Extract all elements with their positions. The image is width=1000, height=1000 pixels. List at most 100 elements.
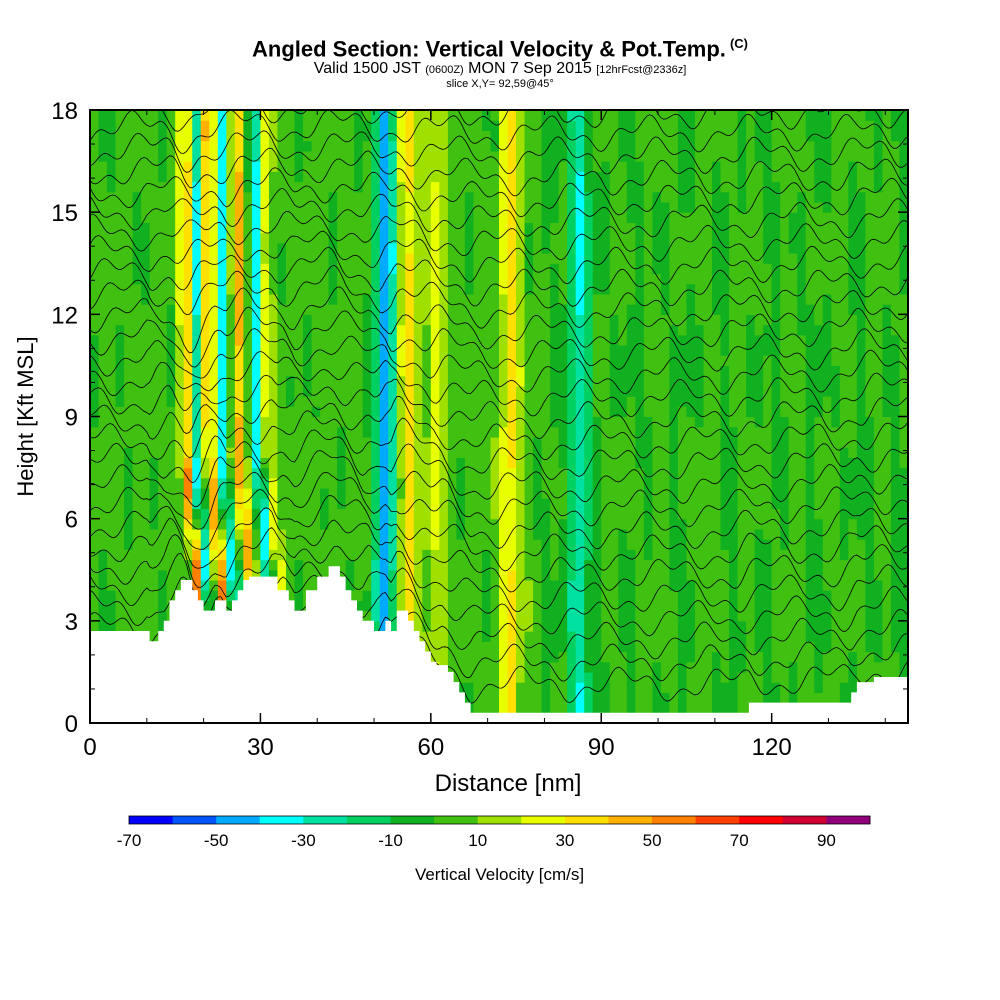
velocity-cell (729, 273, 739, 285)
velocity-cell (149, 273, 159, 285)
velocity-cell (320, 161, 330, 172)
velocity-cell (703, 191, 713, 203)
velocity-cell (754, 651, 764, 663)
velocity-cell (694, 477, 705, 489)
velocity-cell (456, 232, 466, 244)
velocity-cell (209, 508, 219, 520)
velocity-cell (183, 283, 193, 295)
velocity-cell (90, 416, 100, 428)
velocity-cell (507, 671, 517, 683)
velocity-cell (635, 283, 645, 295)
velocity-cell (780, 222, 790, 234)
velocity-cell (345, 467, 355, 479)
velocity-cell (481, 539, 492, 550)
velocity-cell (516, 212, 526, 223)
velocity-cell (311, 314, 321, 326)
velocity-cell (660, 150, 671, 162)
velocity-cell (524, 702, 534, 714)
velocity-cell (98, 181, 108, 193)
velocity-cell (788, 559, 798, 571)
velocity-cell (567, 324, 577, 336)
velocity-cell (720, 426, 730, 438)
velocity-cell (345, 528, 355, 540)
velocity-cell (780, 181, 790, 193)
velocity-cell (413, 181, 423, 193)
velocity-cell (737, 150, 747, 162)
velocity-cell (780, 232, 790, 244)
velocity-cell (729, 498, 739, 510)
velocity-cell (780, 641, 790, 653)
velocity-cell (217, 201, 227, 213)
velocity-cell (780, 631, 790, 642)
velocity-cell (703, 212, 713, 223)
velocity-cell (533, 457, 543, 469)
velocity-cell (516, 590, 526, 601)
velocity-cell (601, 355, 611, 367)
velocity-cell (584, 702, 594, 714)
velocity-cell (251, 293, 262, 305)
velocity-cell (379, 406, 389, 418)
velocity-cell (422, 467, 432, 479)
velocity-cell (209, 324, 219, 336)
velocity-cell (260, 232, 270, 244)
velocity-cell (558, 263, 568, 275)
velocity-cell (209, 385, 219, 397)
velocity-cell (669, 120, 679, 132)
velocity-cell (379, 498, 389, 510)
velocity-cell (277, 150, 287, 162)
velocity-cell (643, 130, 653, 142)
velocity-cell (98, 416, 108, 428)
velocity-cell (107, 477, 117, 489)
velocity-cell (618, 559, 628, 571)
velocity-cell (626, 283, 636, 295)
velocity-cell (643, 641, 653, 653)
velocity-cell (141, 263, 151, 275)
velocity-cell (499, 181, 509, 193)
velocity-cell (345, 436, 355, 448)
velocity-cell (268, 559, 279, 571)
velocity-cell (311, 488, 321, 499)
velocity-cell (320, 426, 330, 438)
velocity-cell (192, 232, 202, 244)
velocity-cell (243, 304, 253, 315)
velocity-cell (396, 201, 406, 213)
velocity-cell (447, 334, 457, 346)
velocity-cell (405, 120, 415, 132)
velocity-cell (217, 263, 227, 275)
velocity-cell (158, 293, 168, 305)
velocity-cell (763, 631, 773, 642)
velocity-cell (388, 396, 398, 407)
velocity-cell (516, 498, 526, 510)
velocity-cell (626, 406, 636, 418)
velocity-cell (524, 375, 534, 387)
velocity-cell (405, 314, 415, 326)
velocity-cell (533, 467, 543, 479)
velocity-cell (729, 692, 739, 704)
velocity-cell (703, 416, 713, 428)
velocity-cell (712, 528, 722, 540)
velocity-cell (694, 610, 705, 622)
velocity-cell (90, 201, 100, 213)
velocity-cell (430, 201, 440, 213)
velocity-cell (439, 171, 449, 183)
velocity-cell (107, 457, 117, 469)
velocity-cell (226, 447, 236, 458)
velocity-cell (183, 385, 193, 397)
velocity-cell (533, 120, 543, 132)
velocity-cell (746, 457, 756, 469)
velocity-cell (703, 283, 713, 295)
velocity-cell (371, 130, 381, 142)
velocity-cell (217, 293, 227, 305)
velocity-cell (345, 518, 355, 530)
velocity-cell (456, 263, 466, 275)
velocity-cell (294, 508, 304, 520)
velocity-cell (200, 273, 210, 285)
velocity-cell (175, 150, 185, 162)
velocity-cell (746, 232, 756, 244)
velocity-cell (677, 549, 688, 561)
velocity-cell (90, 263, 100, 275)
velocity-cell (592, 579, 602, 591)
velocity-cell (541, 590, 551, 601)
velocity-cell (533, 559, 543, 571)
velocity-cell (584, 242, 594, 254)
